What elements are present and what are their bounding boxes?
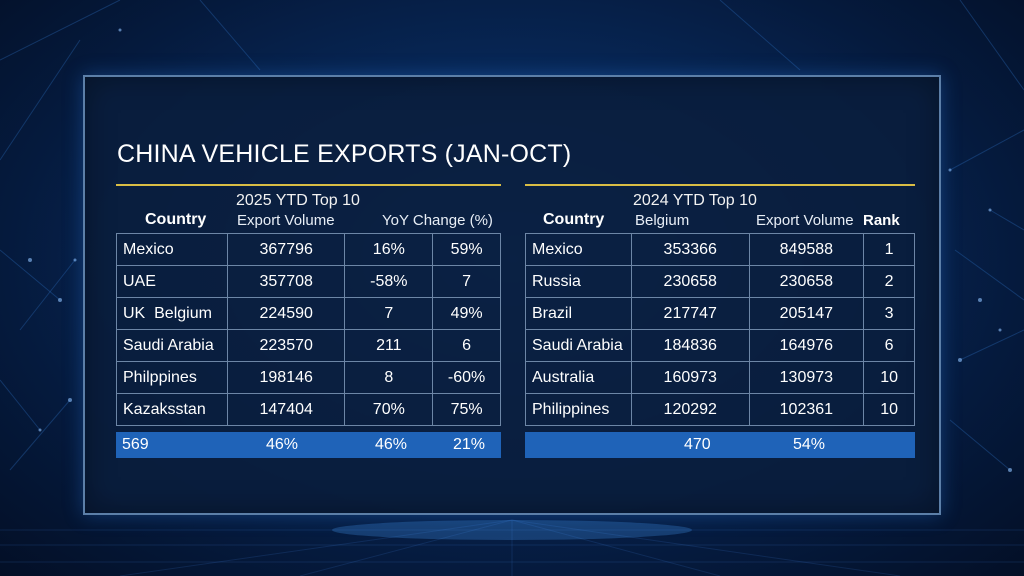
table-row: Philippines 120292 102361 10: [525, 393, 915, 426]
cell-value: 16%: [344, 233, 434, 266]
cell-value: 3: [863, 297, 915, 330]
cell-value: 10: [863, 393, 915, 426]
table-2024: 2024 YTD Top 10 Country Belgium Export V…: [525, 184, 915, 426]
summary-bar-2025: 569 46% 46% 21%: [116, 432, 501, 458]
cell-value: 160973: [630, 361, 750, 394]
gold-rule: [116, 184, 501, 186]
column-header-export-volume: Export Volume: [237, 212, 335, 229]
cell-value: 357708: [226, 265, 346, 298]
cell-value: 211: [344, 329, 434, 362]
cell-country: Saudi Arabia: [525, 329, 632, 362]
table-row: Australia 160973 130973 10: [525, 361, 915, 394]
cell-value: 8: [344, 361, 434, 394]
cell-value: 147404: [226, 393, 346, 426]
cell-value: -60%: [432, 361, 501, 394]
table-caption: 2024 YTD Top 10: [633, 192, 757, 209]
cell-value: 49%: [432, 297, 501, 330]
cell-value: 6: [863, 329, 915, 362]
table-2025: 2025 YTD Top 10 Country Export Volume Yo…: [116, 184, 501, 426]
cell-value: 184836: [630, 329, 750, 362]
cell-value: 224590: [226, 297, 346, 330]
table-row: UAE 357708 -58% 7: [116, 265, 501, 298]
cell-country: Philppines: [116, 361, 228, 394]
table-row: Philppines 198146 8 -60%: [116, 361, 501, 394]
cell-value: 849588: [748, 233, 865, 266]
cell-value: 198146: [226, 361, 346, 394]
cell-value: 130973: [748, 361, 865, 394]
summary-value: 569: [122, 436, 149, 453]
cell-value: 164976: [748, 329, 865, 362]
table-caption: 2025 YTD Top 10: [236, 192, 360, 209]
table-row: Mexico 367796 16% 59%: [116, 233, 501, 266]
cell-country: UAE: [116, 265, 228, 298]
summary-value: 54%: [793, 436, 826, 453]
cell-country: Russia: [525, 265, 632, 298]
column-header-rank: Rank: [863, 212, 900, 229]
data-grid: Mexico 367796 16% 59% UAE 357708 -58% 7 …: [116, 233, 501, 426]
column-header-export-volume: Export Volume: [756, 212, 854, 229]
table-row: Mexico 353366 849588 1: [525, 233, 915, 266]
cell-value: 59%: [432, 233, 501, 266]
table-row: Russia 230658 230658 2: [525, 265, 915, 298]
summary-value: 46%: [375, 436, 408, 453]
column-header-country: Country: [543, 211, 605, 228]
cell-country: Kazaksstan: [116, 393, 228, 426]
table-row: Kazaksstan 147404 70% 75%: [116, 393, 501, 426]
cell-value: 102361: [748, 393, 865, 426]
cell-value: 120292: [630, 393, 750, 426]
cell-value: 230658: [630, 265, 750, 298]
gold-rule: [525, 184, 915, 186]
summary-value: 470: [684, 436, 711, 453]
table-row: Saudi Arabia 184836 164976 6: [525, 329, 915, 362]
summary-value: 46%: [266, 436, 299, 453]
cell-value: 230658: [748, 265, 865, 298]
column-header-yoy-change: YoY Change (%): [382, 212, 493, 229]
cell-value: 367796: [226, 233, 346, 266]
cell-country: Brazil: [525, 297, 632, 330]
cell-country: Saudi Arabia: [116, 329, 228, 362]
cell-value: 2: [863, 265, 915, 298]
cell-value: 223570: [226, 329, 346, 362]
cell-value: 353366: [630, 233, 750, 266]
cell-value: 10: [863, 361, 915, 394]
cell-country: UK Belgium: [116, 297, 228, 330]
cell-value: -58%: [344, 265, 434, 298]
cell-value: 70%: [344, 393, 434, 426]
table-row: UK Belgium 224590 7 49%: [116, 297, 501, 330]
cell-value: 75%: [432, 393, 501, 426]
column-header-country: Country: [145, 211, 207, 228]
summary-bar-2024: 470 54%: [525, 432, 915, 458]
cell-value: 1: [863, 233, 915, 266]
data-grid: Mexico 353366 849588 1 Russia 230658 230…: [525, 233, 915, 426]
column-header-belgium: Belgium: [635, 212, 690, 229]
cell-value: 6: [432, 329, 501, 362]
cell-country: Mexico: [525, 233, 632, 266]
cell-value: 205147: [748, 297, 865, 330]
cell-country: Mexico: [116, 233, 228, 266]
summary-value: 21%: [453, 436, 486, 453]
cell-country: Philippines: [525, 393, 632, 426]
cell-value: 7: [432, 265, 501, 298]
cell-value: 7: [344, 297, 434, 330]
cell-value: 217747: [630, 297, 750, 330]
table-row: Saudi Arabia 223570 211 6: [116, 329, 501, 362]
cell-country: Australia: [525, 361, 632, 394]
table-row: Brazil 217747 205147 3: [525, 297, 915, 330]
page-title: CHINA VEHICLE EXPORTS (JAN-OCT): [117, 140, 572, 168]
